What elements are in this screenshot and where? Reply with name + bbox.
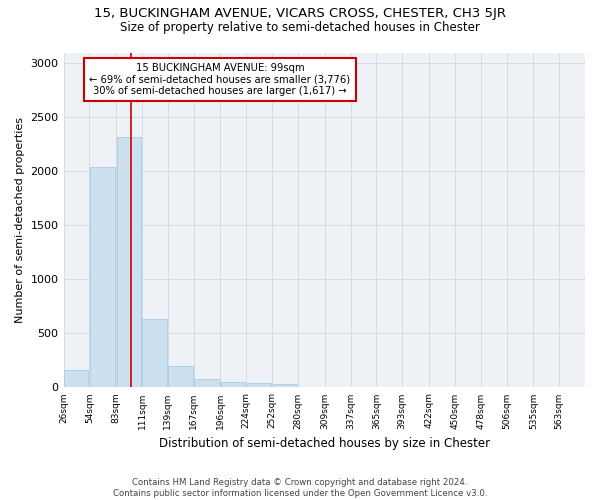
- Bar: [90, 167, 115, 388]
- Bar: [142, 320, 167, 388]
- Y-axis label: Number of semi-detached properties: Number of semi-detached properties: [15, 117, 25, 323]
- Bar: [221, 382, 245, 388]
- Text: 15 BUCKINGHAM AVENUE: 99sqm
← 69% of semi-detached houses are smaller (3,776)
30: 15 BUCKINGHAM AVENUE: 99sqm ← 69% of sem…: [89, 62, 350, 96]
- Text: Contains HM Land Registry data © Crown copyright and database right 2024.
Contai: Contains HM Land Registry data © Crown c…: [113, 478, 487, 498]
- Bar: [168, 366, 193, 388]
- Text: Size of property relative to semi-detached houses in Chester: Size of property relative to semi-detach…: [120, 21, 480, 34]
- Bar: [64, 370, 88, 388]
- Text: 15, BUCKINGHAM AVENUE, VICARS CROSS, CHESTER, CH3 5JR: 15, BUCKINGHAM AVENUE, VICARS CROSS, CHE…: [94, 8, 506, 20]
- Bar: [247, 383, 271, 388]
- Bar: [116, 137, 141, 388]
- Bar: [272, 384, 297, 388]
- Bar: [194, 379, 220, 388]
- X-axis label: Distribution of semi-detached houses by size in Chester: Distribution of semi-detached houses by …: [159, 437, 490, 450]
